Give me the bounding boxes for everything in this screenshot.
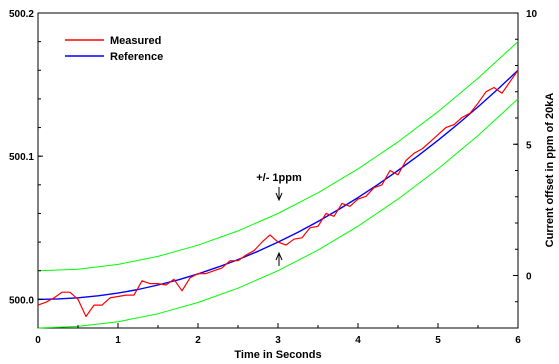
x-tick-label: 6 bbox=[515, 335, 521, 346]
upper-tolerance-line bbox=[37, 41, 519, 272]
lower-tolerance-line bbox=[37, 98, 519, 329]
annotation-layer: +/- 1ppm bbox=[256, 172, 302, 266]
x-tick-label: 4 bbox=[355, 335, 361, 346]
legend: Measured Reference bbox=[65, 35, 163, 63]
y-left-tick-label: 500.1 bbox=[9, 152, 34, 163]
right-axis-title: Current offset in ppm of 20kA bbox=[544, 93, 556, 248]
measured-line bbox=[37, 69, 519, 318]
legend-label-measured: Measured bbox=[110, 35, 161, 47]
series-layer bbox=[37, 41, 519, 329]
y-left-tick-label: 500.0 bbox=[9, 295, 34, 306]
legend-label-reference: Reference bbox=[110, 51, 163, 63]
upper-arrow-head bbox=[275, 192, 283, 202]
x-tick-label: 3 bbox=[275, 335, 281, 346]
y-right-tick-label: 5 bbox=[526, 140, 532, 151]
ticks-layer: 0 1 2 3 4 5 6 500.0 500.1 500.2 0 5 10 bbox=[9, 9, 538, 346]
x-axis-title: Time in Seconds bbox=[234, 349, 321, 361]
lower-arrow-head bbox=[275, 251, 283, 261]
y-right-tick-label: 10 bbox=[526, 9, 538, 20]
x-tick-label: 2 bbox=[195, 335, 201, 346]
x-tick-label: 0 bbox=[35, 335, 41, 346]
tolerance-annotation: +/- 1ppm bbox=[256, 172, 302, 184]
x-tick-label: 1 bbox=[115, 335, 121, 346]
y-left-tick-label: 500.2 bbox=[9, 9, 34, 20]
y-right-tick-label: 0 bbox=[526, 272, 532, 283]
x-tick-label: 5 bbox=[435, 335, 441, 346]
